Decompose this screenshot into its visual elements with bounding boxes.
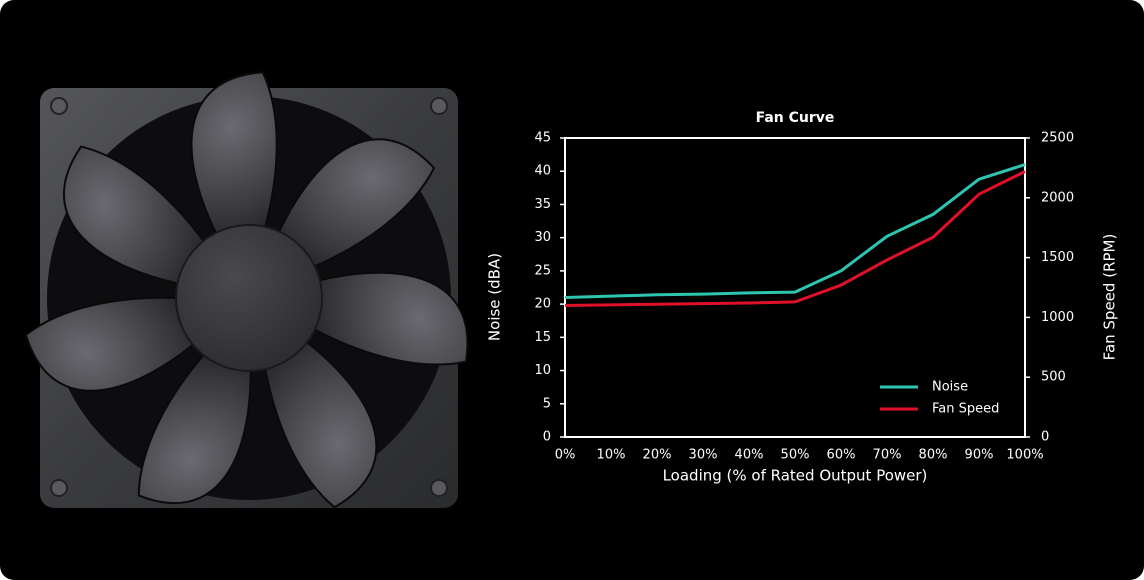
legend-label: Fan Speed [932, 402, 999, 417]
fan-blade [24, 296, 195, 392]
y2-tick-label: 2500 [1041, 131, 1074, 146]
y-tick-label: 40 [534, 164, 551, 179]
x-tick-label: 40% [735, 448, 764, 463]
fan-blade [310, 271, 469, 366]
x-tick-label: 60% [827, 448, 856, 463]
fan-blade [62, 145, 208, 285]
x-tick-label: 10% [597, 448, 626, 463]
series-line [564, 163, 1026, 299]
fan-blade [137, 350, 252, 505]
chart-title: Fan Curve [756, 110, 835, 126]
x-tick-label: 50% [781, 448, 810, 463]
y2-tick-label: 2000 [1041, 190, 1074, 205]
fan-illustration [24, 71, 469, 509]
x-tick-label: 70% [873, 448, 902, 463]
series-line [564, 170, 1026, 307]
x-tick-label: 0% [555, 448, 576, 463]
fan-blade [277, 138, 436, 270]
x-axis-label: Loading (% of Rated Output Power) [663, 467, 928, 485]
y-axis-label: Noise (dBA) [486, 253, 504, 341]
fan-blade [263, 340, 378, 509]
x-tick-label: 20% [643, 448, 672, 463]
y-tick-label: 10 [534, 363, 551, 378]
y2-tick-label: 0 [1041, 430, 1049, 445]
y2-tick-label: 500 [1041, 370, 1066, 385]
y-tick-label: 20 [534, 297, 551, 312]
y-tick-label: 45 [534, 131, 551, 146]
y-tick-label: 15 [534, 330, 551, 345]
y-tick-label: 0 [543, 430, 551, 445]
plot-frame [564, 137, 1026, 438]
y-tick-label: 25 [534, 263, 551, 278]
y2-axis-label: Fan Speed (RPM) [1101, 234, 1119, 361]
y2-tick-label: 1500 [1041, 250, 1074, 265]
x-tick-label: 80% [919, 448, 948, 463]
fan-blade [190, 71, 278, 235]
x-tick-label: 30% [689, 448, 718, 463]
y-tick-label: 35 [534, 197, 551, 212]
y-tick-label: 5 [543, 396, 551, 411]
x-tick-label: 90% [965, 448, 994, 463]
legend-label: Noise [932, 380, 968, 395]
x-tick-label: 100% [1006, 448, 1043, 463]
y2-tick-label: 1000 [1041, 310, 1074, 325]
y-tick-label: 30 [534, 230, 551, 245]
